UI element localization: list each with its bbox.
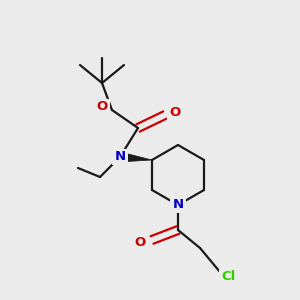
Text: N: N [172,199,184,212]
Text: Cl: Cl [221,271,235,284]
Text: O: O [96,100,108,113]
Text: O: O [134,236,146,250]
Polygon shape [119,152,152,162]
Text: N: N [114,151,126,164]
Text: O: O [169,106,181,119]
